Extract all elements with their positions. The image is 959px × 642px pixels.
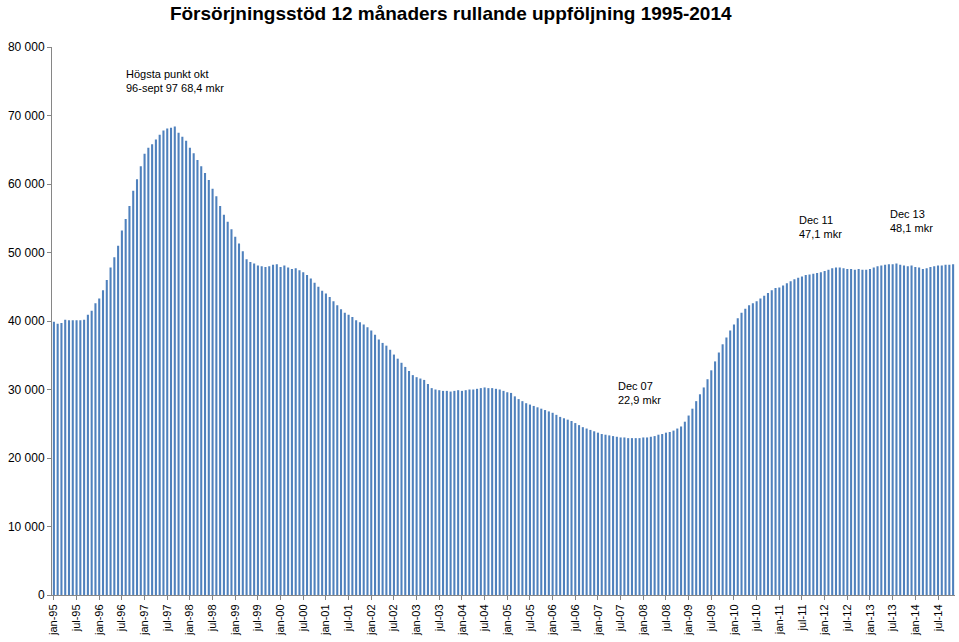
svg-text:jan-08: jan-08 (637, 604, 649, 636)
svg-text:Dec 1147,1 mkr: Dec 1147,1 mkr (799, 214, 842, 240)
svg-text:jul-04: jul-04 (478, 604, 490, 632)
svg-text:jan-98: jan-98 (183, 604, 195, 636)
svg-text:jan-05: jan-05 (501, 604, 513, 636)
svg-text:jul-08: jul-08 (660, 604, 672, 632)
svg-text:Försörjningsstöd 12 månaders r: Försörjningsstöd 12 månaders rullande up… (170, 3, 732, 24)
svg-text:50 000: 50 000 (8, 246, 45, 260)
svg-text:jul-95: jul-95 (70, 604, 82, 632)
svg-text:jul-11: jul-11 (796, 604, 808, 631)
svg-text:Dec 1348,1 mkr: Dec 1348,1 mkr (890, 208, 933, 234)
svg-text:jan-96: jan-96 (93, 604, 105, 636)
svg-text:jul-14: jul-14 (932, 604, 944, 632)
svg-text:jul-00: jul-00 (297, 604, 309, 632)
svg-text:jan-00: jan-00 (274, 604, 286, 636)
svg-text:jul-12: jul-12 (841, 604, 853, 632)
svg-text:jul-02: jul-02 (388, 604, 400, 632)
svg-text:80 000: 80 000 (8, 40, 45, 54)
svg-text:jul-09: jul-09 (705, 604, 717, 632)
svg-text:jul-96: jul-96 (115, 604, 127, 632)
svg-text:20 000: 20 000 (8, 451, 45, 465)
svg-text:jan-11: jan-11 (773, 604, 785, 635)
svg-text:Högsta punkt okt96-sept 97 68,: Högsta punkt okt96-sept 97 68,4 mkr (126, 68, 224, 94)
svg-text:jul-10: jul-10 (750, 604, 762, 632)
svg-text:Dec 0722,9 mkr: Dec 0722,9 mkr (618, 380, 661, 406)
svg-text:jul-98: jul-98 (206, 604, 218, 632)
svg-text:10 000: 10 000 (8, 520, 45, 534)
svg-text:70 000: 70 000 (8, 109, 45, 123)
svg-text:jan-97: jan-97 (138, 604, 150, 636)
svg-text:jan-95: jan-95 (47, 604, 59, 636)
svg-text:jul-99: jul-99 (251, 604, 263, 632)
svg-text:jan-99: jan-99 (229, 604, 241, 636)
svg-text:jul-06: jul-06 (569, 604, 581, 632)
svg-text:jul-01: jul-01 (342, 604, 354, 632)
svg-text:40 000: 40 000 (8, 314, 45, 328)
svg-text:jul-07: jul-07 (614, 604, 626, 632)
svg-text:jul-05: jul-05 (524, 604, 536, 632)
svg-text:30 000: 30 000 (8, 383, 45, 397)
svg-text:60 000: 60 000 (8, 177, 45, 191)
svg-text:jul-13: jul-13 (886, 604, 898, 632)
svg-text:jan-01: jan-01 (319, 604, 331, 636)
svg-text:jan-06: jan-06 (546, 604, 558, 636)
svg-text:jan-13: jan-13 (864, 604, 876, 636)
svg-text:jan-04: jan-04 (456, 604, 468, 636)
svg-text:jul-97: jul-97 (161, 604, 173, 632)
svg-text:jul-03: jul-03 (433, 604, 445, 632)
svg-text:jan-09: jan-09 (682, 604, 694, 636)
svg-text:jan-02: jan-02 (365, 604, 377, 636)
svg-text:jan-12: jan-12 (818, 604, 830, 636)
svg-text:0: 0 (38, 588, 45, 602)
svg-text:jan-10: jan-10 (728, 604, 740, 636)
svg-text:jan-14: jan-14 (909, 604, 921, 636)
svg-text:jan-03: jan-03 (410, 604, 422, 636)
svg-text:jan-07: jan-07 (592, 604, 604, 636)
